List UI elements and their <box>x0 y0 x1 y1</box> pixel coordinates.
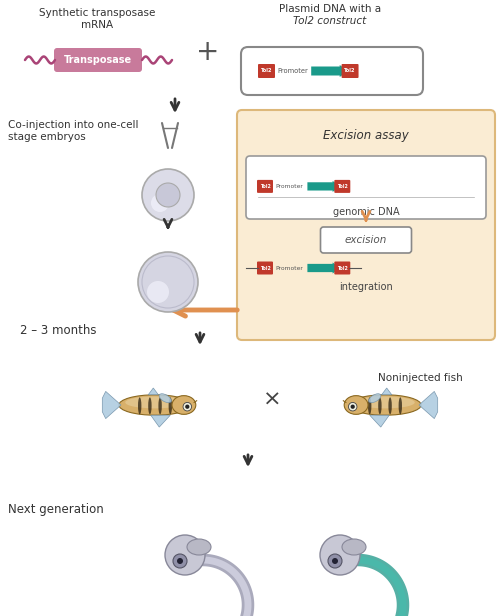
Text: Tol2 construct: Tol2 construct <box>293 16 367 26</box>
Ellipse shape <box>169 397 172 415</box>
Ellipse shape <box>159 394 171 403</box>
Ellipse shape <box>355 397 415 408</box>
Text: Tol2: Tol2 <box>259 265 270 270</box>
Text: genomic DNA: genomic DNA <box>333 207 399 217</box>
Text: Plasmid DNA with a: Plasmid DNA with a <box>279 4 381 14</box>
Text: +: + <box>196 38 220 66</box>
Text: Promoter: Promoter <box>277 68 308 74</box>
Ellipse shape <box>119 395 191 415</box>
Ellipse shape <box>187 539 211 555</box>
FancyBboxPatch shape <box>257 180 273 193</box>
FancyBboxPatch shape <box>246 156 486 219</box>
FancyBboxPatch shape <box>257 262 273 275</box>
FancyBboxPatch shape <box>258 64 275 78</box>
Text: Promoter: Promoter <box>275 184 303 189</box>
FancyBboxPatch shape <box>54 48 142 72</box>
Text: Co-injection into one-cell: Co-injection into one-cell <box>8 120 138 130</box>
FancyBboxPatch shape <box>237 110 495 340</box>
Polygon shape <box>419 391 438 419</box>
Ellipse shape <box>388 397 392 415</box>
FancyArrow shape <box>307 181 341 192</box>
Text: Tol2: Tol2 <box>259 184 270 189</box>
Text: Tol2: Tol2 <box>344 68 356 73</box>
Text: Next generation: Next generation <box>8 503 104 516</box>
Circle shape <box>328 554 342 568</box>
Text: mRNA: mRNA <box>81 20 113 30</box>
Text: excision: excision <box>345 235 387 245</box>
Polygon shape <box>148 388 158 395</box>
Circle shape <box>156 183 180 207</box>
Circle shape <box>349 402 357 411</box>
Ellipse shape <box>344 395 368 415</box>
Polygon shape <box>370 415 389 427</box>
Circle shape <box>320 535 360 575</box>
Polygon shape <box>381 388 392 395</box>
Ellipse shape <box>378 397 381 415</box>
Ellipse shape <box>342 539 366 555</box>
Text: 2 – 3 months: 2 – 3 months <box>20 323 97 336</box>
Ellipse shape <box>349 395 421 415</box>
Text: Transposase: Transposase <box>64 55 132 65</box>
Circle shape <box>332 558 338 564</box>
Ellipse shape <box>368 397 372 415</box>
Text: Synthetic transposase: Synthetic transposase <box>39 8 155 18</box>
Circle shape <box>183 402 192 411</box>
Ellipse shape <box>369 394 381 403</box>
Text: integration: integration <box>339 282 393 292</box>
FancyArrow shape <box>307 262 341 274</box>
Circle shape <box>173 554 187 568</box>
FancyBboxPatch shape <box>334 262 350 275</box>
Text: Noninjected fish: Noninjected fish <box>377 373 462 383</box>
Text: Tol2: Tol2 <box>337 265 348 270</box>
Text: ×: × <box>262 390 281 410</box>
Polygon shape <box>151 415 170 427</box>
FancyBboxPatch shape <box>334 180 350 193</box>
Ellipse shape <box>125 397 185 408</box>
Ellipse shape <box>398 397 402 415</box>
Circle shape <box>142 169 194 221</box>
Circle shape <box>165 535 205 575</box>
Circle shape <box>138 252 198 312</box>
Text: Tol2: Tol2 <box>337 184 348 189</box>
FancyBboxPatch shape <box>321 227 411 253</box>
Text: Promoter: Promoter <box>275 265 303 270</box>
Text: stage embryos: stage embryos <box>8 132 86 142</box>
Ellipse shape <box>172 395 196 415</box>
Ellipse shape <box>158 397 162 415</box>
Text: Excision assay: Excision assay <box>323 129 409 142</box>
FancyBboxPatch shape <box>241 47 423 95</box>
Circle shape <box>185 405 189 409</box>
Circle shape <box>151 194 169 212</box>
Circle shape <box>351 405 355 409</box>
FancyArrow shape <box>311 65 348 77</box>
Circle shape <box>147 281 169 303</box>
Text: Tol2: Tol2 <box>261 68 272 73</box>
Ellipse shape <box>138 397 141 415</box>
Polygon shape <box>102 391 121 419</box>
FancyBboxPatch shape <box>342 64 359 78</box>
Ellipse shape <box>148 397 151 415</box>
Circle shape <box>177 558 183 564</box>
